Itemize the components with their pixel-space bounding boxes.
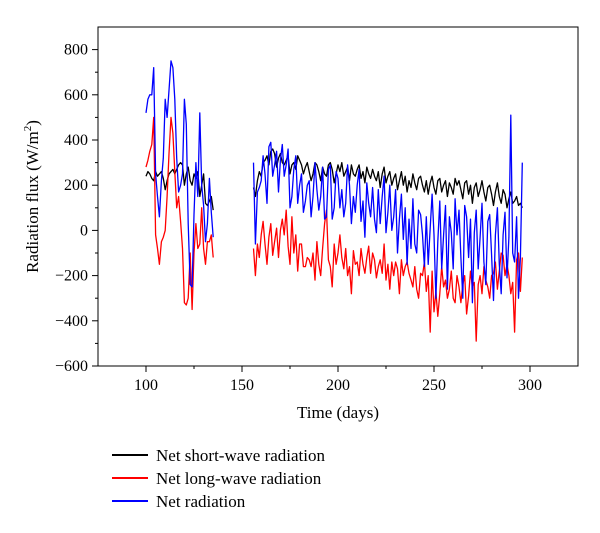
x-tick-label: 250 <box>422 377 446 394</box>
legend-label: Net short-wave radiation <box>156 446 325 465</box>
y-tick-label: 400 <box>64 132 88 149</box>
y-axis-title-tail: ) <box>23 120 42 126</box>
legend-label: Net radiation <box>156 492 246 511</box>
series-line-net-long-wave-radiation <box>145 116 214 311</box>
legend: Net short-wave radiation Net long-wave ra… <box>112 446 325 511</box>
series-net-radiation <box>145 60 523 304</box>
series-line-net-radiation <box>145 60 214 288</box>
y-tick-label: 600 <box>64 87 88 104</box>
x-tick-label: 200 <box>326 377 350 394</box>
y-tick-label: 0 <box>80 222 88 239</box>
series-layer <box>145 60 523 342</box>
series-line-net-radiation <box>252 114 523 304</box>
y-tick-label: −400 <box>55 313 88 330</box>
x-tick-label: 150 <box>230 377 254 394</box>
y-tick-label: −600 <box>55 358 88 375</box>
x-axis-title: Time (days) <box>297 403 379 422</box>
y-axis-title-main: Radiation flux (W/m <box>23 131 42 273</box>
y-tick-label: −200 <box>55 268 88 285</box>
y-axis-title: Radiation flux (W/m2) <box>22 120 42 273</box>
x-tick-label: 300 <box>518 377 542 394</box>
series-line-net-long-wave-radiation <box>252 209 523 342</box>
axis-titles: Time (days) Radiation flux (W/m2) <box>22 120 379 422</box>
y-axis-title-superscript: 2 <box>22 126 34 132</box>
series-line-net-short-wave-radiation <box>252 148 523 209</box>
series-net-long-wave-radiation <box>145 116 523 342</box>
x-tick-label: 100 <box>134 377 158 394</box>
y-tick-label: 800 <box>64 42 88 59</box>
axes: 100 150 200 250 300 −600 −400 −200 0 200 400 600 800 <box>55 42 542 394</box>
y-tick-label: 200 <box>64 177 88 194</box>
legend-label: Net long-wave radiation <box>156 469 322 488</box>
